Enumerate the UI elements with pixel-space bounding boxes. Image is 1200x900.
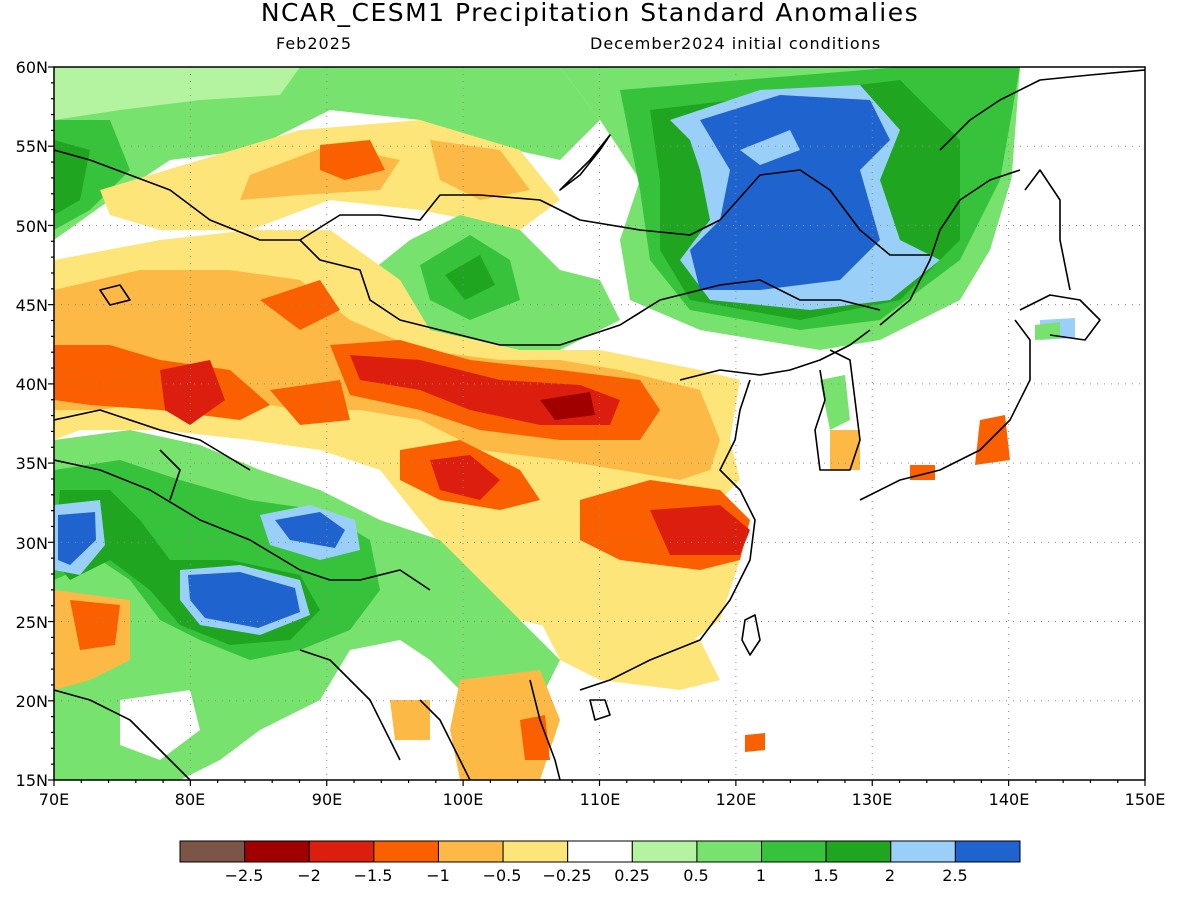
lon-label: 150E	[1125, 790, 1166, 809]
colorbar	[179, 840, 1021, 863]
axis-ticks	[48, 66, 1146, 786]
forecast-month: Feb2025	[276, 34, 353, 53]
colorbar-swatch	[761, 840, 827, 863]
lon-label: 110E	[580, 790, 621, 809]
colorbar-swatch	[890, 840, 956, 863]
lon-label: 130E	[852, 790, 893, 809]
korea-peninsula	[814, 349, 861, 471]
lake-baikal	[559, 134, 611, 191]
lat-label: 25N	[16, 613, 48, 632]
tibet-border	[54, 459, 431, 591]
caspian-aral	[99, 284, 131, 306]
colorbar-swatch	[825, 840, 892, 863]
china-coast	[579, 379, 756, 691]
colorbar-swatch	[244, 840, 310, 863]
initial-conditions-label: December2024 initial conditions	[590, 34, 882, 53]
russia-pacific-coast	[999, 69, 1145, 101]
coastlines-and-borders	[54, 69, 1145, 780]
colorbar-labels: −2.5 −2 −1.5 −1 −0.5 −0.25 0.25 0.5 1 1.…	[225, 866, 968, 885]
colorbar-label: 1	[756, 866, 766, 885]
colorbar-label: 2.5	[942, 866, 967, 885]
lat-label: 45N	[16, 296, 48, 315]
lat-label: 40N	[16, 375, 48, 394]
lat-label: 50N	[16, 217, 48, 236]
colorbar-label: −1.5	[354, 866, 393, 885]
lon-label: 140E	[989, 790, 1030, 809]
colorbar-swatch	[567, 840, 633, 863]
colorbar-swatch	[502, 840, 569, 863]
latitude-labels: 60N 55N 50N 45N 40N 35N 30N 25N 20N 15N	[16, 58, 48, 790]
colorbar-label: −2.5	[225, 866, 264, 885]
colorbar-label: −0.5	[483, 866, 522, 885]
lat-label: 35N	[16, 454, 48, 473]
taiwan	[741, 614, 761, 656]
colorbar-label: 0.5	[683, 866, 708, 885]
mongolia-china-border	[299, 239, 881, 346]
colorbar-label: −1	[426, 866, 450, 885]
colorbar-label: 0.25	[614, 866, 650, 885]
hainan	[589, 699, 611, 721]
lat-label: 60N	[16, 58, 48, 77]
lon-label: 70E	[39, 790, 69, 809]
lon-label: 120E	[716, 790, 757, 809]
colorbar-label: 2	[885, 866, 895, 885]
lon-label: 80E	[175, 790, 205, 809]
colorbar-swatch	[179, 840, 246, 863]
japan-hokkaido	[1019, 294, 1101, 341]
colorbar-label: −2	[297, 866, 321, 885]
south-asia-coast	[54, 689, 191, 780]
colorbar-swatch	[308, 840, 375, 863]
lat-label: 55N	[16, 137, 48, 156]
lat-label: 30N	[16, 534, 48, 553]
lat-label: 20N	[16, 692, 48, 711]
lon-label: 90E	[312, 790, 342, 809]
colorbar-label: −0.25	[542, 866, 591, 885]
colorbar-label: 1.5	[813, 866, 838, 885]
colorbar-swatch	[437, 840, 504, 863]
japan-honshu	[859, 319, 1031, 501]
map-title: NCAR_CESM1 Precipitation Standard Anomal…	[260, 0, 920, 27]
colorbar-swatch	[954, 840, 1021, 863]
lat-label: 15N	[16, 771, 48, 790]
sakhalin	[1024, 169, 1071, 291]
colorbar-swatch	[373, 840, 439, 863]
longitude-labels: 70E 80E 90E 100E 110E 120E 130E 140E 150…	[39, 790, 1166, 809]
lon-label: 100E	[443, 790, 484, 809]
colorbar-swatch	[631, 840, 698, 863]
anomaly-field	[54, 67, 1145, 780]
green-region-northwest	[54, 67, 600, 240]
colorbar-swatch	[696, 840, 763, 863]
russia-mongolia-border	[54, 149, 930, 256]
